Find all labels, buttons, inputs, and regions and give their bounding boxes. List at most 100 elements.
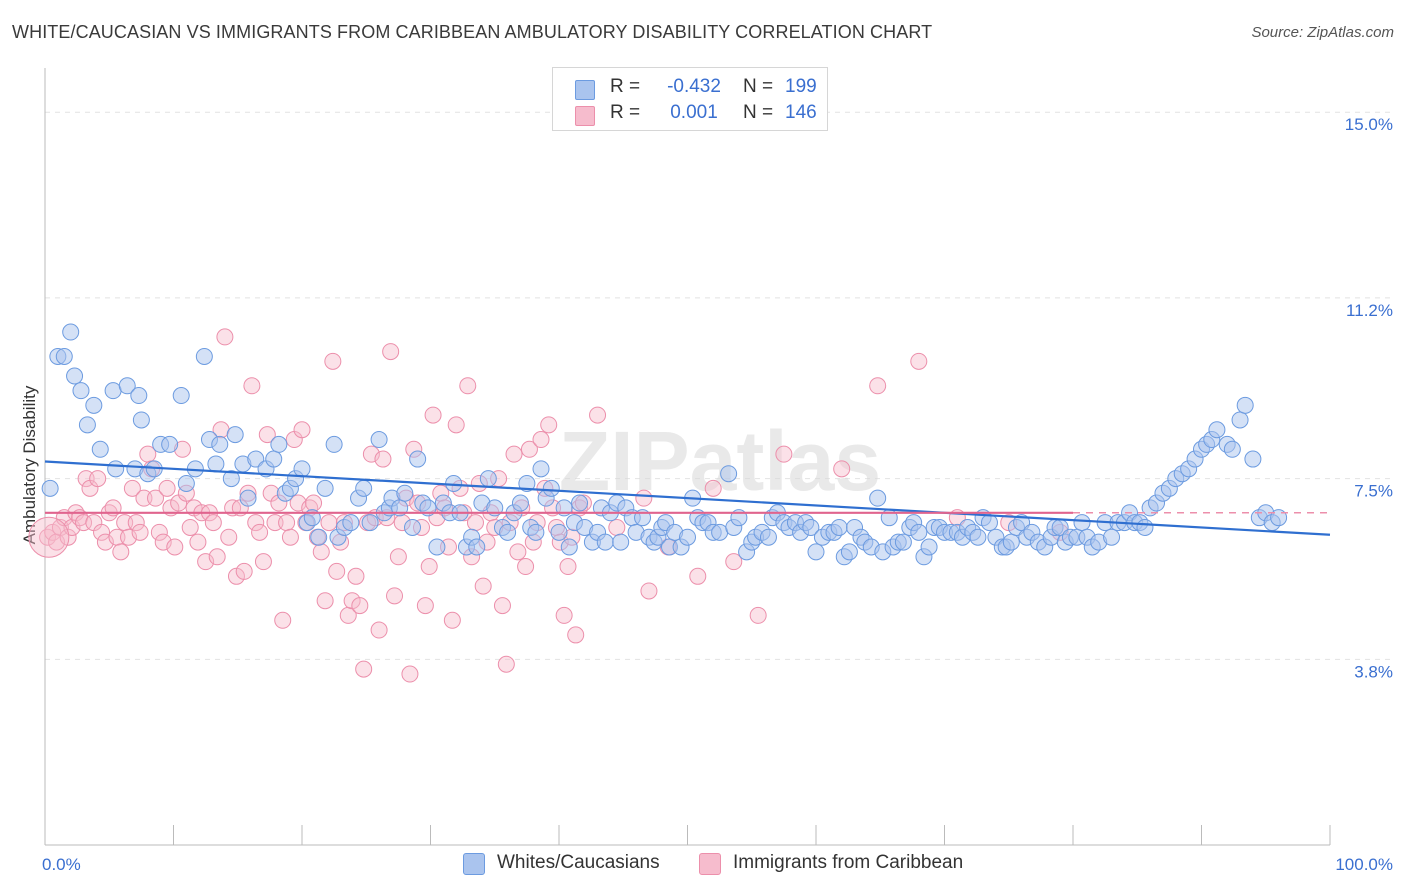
data-point-caribbean: [517, 558, 535, 576]
data-point-whites: [720, 465, 738, 483]
data-point-caribbean: [220, 528, 238, 546]
data-point-caribbean: [401, 665, 419, 683]
data-point-whites: [1270, 509, 1288, 527]
legend-blue-swatch: [463, 853, 485, 875]
y-tick-label: 15.0%: [1345, 115, 1393, 134]
data-point-caribbean: [910, 352, 928, 370]
data-point-whites: [560, 538, 578, 556]
data-point-caribbean: [474, 577, 492, 595]
data-point-whites: [207, 455, 225, 473]
data-point-caribbean: [589, 406, 607, 424]
chart-source: Source: ZipAtlas.com: [1251, 24, 1394, 41]
data-point-whites: [711, 523, 729, 541]
data-point-caribbean: [520, 440, 538, 458]
data-point-caribbean: [316, 592, 334, 610]
data-point-caribbean: [208, 548, 226, 566]
blue-swatch: [575, 80, 595, 100]
data-point-whites: [596, 533, 614, 551]
n-label: N =: [743, 102, 774, 123]
data-point-caribbean: [328, 562, 346, 580]
data-point-whites: [807, 543, 825, 561]
pink-swatch: [575, 106, 595, 126]
data-point-caribbean: [274, 611, 292, 629]
trend-line-whites: [44, 460, 1331, 536]
data-point-caribbean: [347, 567, 365, 585]
data-point-caribbean: [443, 611, 461, 629]
data-point-caribbean: [725, 553, 743, 571]
trend-lines: [44, 460, 1331, 536]
data-point-whites: [428, 538, 446, 556]
data-point-caribbean: [150, 523, 168, 541]
data-point-whites: [195, 347, 213, 365]
data-point-whites: [316, 479, 334, 497]
data-point-whites: [239, 489, 257, 507]
data-point-caribbean: [640, 582, 658, 600]
n-value: 146: [785, 102, 817, 123]
data-point-caribbean: [77, 470, 95, 488]
data-point-caribbean: [370, 621, 388, 639]
data-point-caribbean: [493, 597, 511, 615]
data-point-caribbean: [420, 558, 438, 576]
data-point-caribbean: [112, 543, 130, 561]
r-value: -0.432: [667, 76, 721, 97]
data-point-caribbean: [254, 553, 272, 571]
data-point-whites: [479, 470, 497, 488]
data-point-whites: [222, 470, 240, 488]
data-point-whites: [265, 450, 283, 468]
data-point-caribbean: [608, 518, 626, 536]
data-point-caribbean: [689, 567, 707, 585]
data-point-whites: [55, 347, 73, 365]
data-point-whites: [802, 518, 820, 536]
data-point-whites: [1073, 514, 1091, 532]
data-point-caribbean: [166, 538, 184, 556]
data-point-caribbean: [305, 494, 323, 512]
data-point-whites: [325, 435, 343, 453]
data-point-whites: [310, 528, 328, 546]
data-point-whites: [104, 382, 122, 400]
data-point-whites: [361, 514, 379, 532]
data-point-caribbean: [635, 489, 653, 507]
data-point-caribbean: [869, 377, 887, 395]
data-point-whites: [118, 377, 136, 395]
data-point-whites: [342, 514, 360, 532]
data-point-caribbean: [775, 445, 793, 463]
data-point-caribbean: [247, 514, 265, 532]
data-point-whites: [41, 479, 59, 497]
data-point-whites: [1208, 421, 1226, 439]
data-point-whites: [211, 435, 229, 453]
data-point-whites: [355, 479, 373, 497]
data-point-caribbean: [324, 352, 342, 370]
data-point-whites: [542, 479, 560, 497]
data-point-whites: [499, 523, 517, 541]
data-point-caribbean: [181, 518, 199, 536]
chart-title: WHITE/CAUCASIAN VS IMMIGRANTS FROM CARIB…: [12, 22, 933, 42]
data-point-caribbean: [509, 543, 527, 561]
data-point-whites: [1244, 450, 1262, 468]
data-point-caribbean: [382, 343, 400, 361]
series-whites-caucasians: [41, 323, 1288, 566]
data-point-caribbean: [559, 558, 577, 576]
data-point-whites: [511, 494, 529, 512]
data-point-whites: [468, 538, 486, 556]
data-point-caribbean: [497, 655, 515, 673]
data-point-caribbean: [59, 528, 77, 546]
data-point-caribbean: [251, 523, 269, 541]
data-point-whites: [759, 528, 777, 546]
data-point-caribbean: [281, 528, 299, 546]
data-point-caribbean: [216, 328, 234, 346]
data-point-caribbean: [505, 445, 523, 463]
data-point-whites: [894, 533, 912, 551]
r-label: R =: [610, 102, 641, 123]
data-point-whites: [1136, 518, 1154, 536]
data-point-whites: [132, 411, 150, 429]
data-point-caribbean: [567, 626, 585, 644]
legend-label: Immigrants from Caribbean: [733, 852, 964, 873]
y-tick-label: 11.2%: [1346, 301, 1393, 320]
data-point-whites: [550, 523, 568, 541]
data-point-whites: [62, 323, 80, 341]
data-point-whites: [91, 440, 109, 458]
data-point-caribbean: [466, 514, 484, 532]
data-point-whites: [161, 435, 179, 453]
data-point-caribbean: [204, 514, 222, 532]
